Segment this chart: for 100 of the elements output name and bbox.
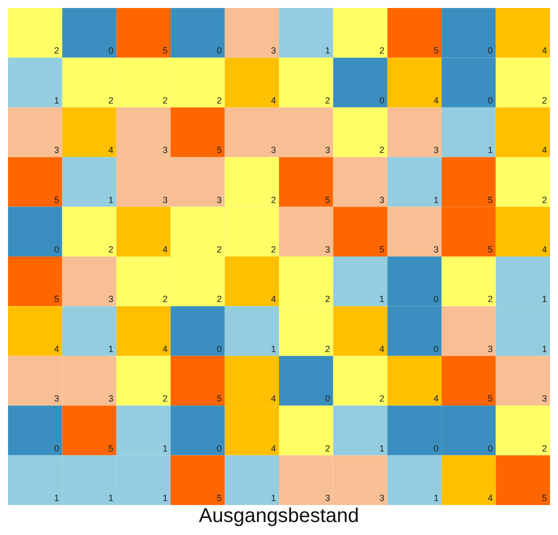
- data-label: 4: [488, 493, 493, 503]
- data-label: 2: [542, 443, 547, 454]
- data-label: 3: [434, 145, 439, 156]
- data-label: 5: [162, 46, 168, 56]
- data-label: 2: [270, 244, 276, 254]
- data-label: 1: [434, 493, 439, 503]
- data-label: 3: [325, 244, 330, 254]
- data-label: 5: [542, 493, 547, 503]
- data-label: 5: [434, 46, 439, 56]
- data-label: 1: [488, 145, 493, 156]
- data-label: 3: [270, 145, 276, 156]
- data-label: 2: [488, 294, 493, 304]
- data-label: 1: [108, 344, 114, 354]
- data-label: 1: [542, 344, 547, 354]
- data-label: 1: [162, 493, 168, 503]
- data-label: 4: [162, 344, 168, 354]
- data-label: 2: [542, 95, 547, 106]
- data-label: 5: [488, 244, 493, 254]
- data-label: 3: [162, 145, 168, 156]
- data-label: 1: [108, 493, 114, 503]
- data-label: 5: [488, 194, 493, 205]
- data-label: 2: [325, 95, 330, 106]
- data-label: 2: [162, 394, 168, 404]
- data-label: 2: [542, 194, 547, 205]
- data-label: 0: [434, 344, 439, 354]
- data-label: 3: [379, 194, 384, 205]
- data-label: 4: [542, 244, 547, 254]
- data-label: 3: [270, 46, 276, 56]
- data-label: 4: [434, 394, 439, 404]
- data-label: 0: [434, 443, 439, 454]
- data-label: 0: [216, 443, 222, 454]
- data-label: 3: [108, 294, 114, 304]
- data-label: 3: [54, 394, 60, 404]
- data-label: 0: [379, 95, 384, 106]
- data-label: 0: [325, 394, 330, 404]
- data-label: 1: [379, 294, 384, 304]
- data-label: 2: [216, 95, 222, 106]
- data-label: 2: [216, 244, 222, 254]
- data-label: 4: [54, 344, 60, 354]
- data-label: 3: [488, 344, 493, 354]
- data-label: 4: [108, 145, 114, 156]
- data-label: 4: [542, 46, 547, 56]
- data-label: 5: [216, 493, 222, 503]
- data-label: 5: [54, 194, 60, 205]
- data-label: 3: [434, 244, 439, 254]
- data-label: 2: [162, 294, 168, 304]
- data-label: 5: [216, 145, 222, 156]
- data-label: 5: [54, 294, 60, 304]
- data-label: 4: [162, 244, 168, 254]
- data-label: 2: [216, 294, 222, 304]
- data-label: 1: [542, 294, 547, 304]
- data-label: 4: [379, 344, 384, 354]
- data-label: 0: [108, 46, 114, 56]
- data-label: 4: [270, 294, 276, 304]
- data-label: 0: [488, 443, 493, 454]
- data-label: 3: [325, 493, 330, 503]
- data-label: 5: [488, 394, 493, 404]
- data-label: 0: [54, 443, 60, 454]
- data-label: 2: [54, 46, 60, 56]
- text: Ausgangsbestand: [198, 505, 360, 527]
- data-label: 3: [54, 145, 60, 156]
- data-label: 2: [108, 95, 114, 106]
- data-label: 1: [270, 344, 276, 354]
- data-label: 1: [54, 95, 60, 106]
- data-label: 4: [270, 443, 276, 454]
- data-label: 3: [216, 194, 222, 205]
- data-label: 0: [54, 244, 60, 254]
- data-label: 4: [270, 95, 276, 106]
- data-label: 2: [270, 194, 276, 205]
- data-label: 3: [379, 493, 384, 503]
- data-label: 1: [379, 443, 384, 454]
- data-label: 1: [54, 493, 60, 503]
- data-label: 5: [216, 394, 222, 404]
- data-label: 4: [434, 95, 439, 106]
- data-label: 3: [325, 145, 330, 156]
- data-label: 2: [325, 344, 330, 354]
- data-label: 3: [162, 194, 168, 205]
- data-label: 5: [379, 244, 384, 254]
- data-label: 1: [108, 194, 114, 205]
- data-label: 4: [542, 145, 547, 156]
- data-label: 4: [270, 394, 276, 404]
- data-label: 0: [216, 344, 222, 354]
- data-label: 2: [325, 294, 330, 304]
- data-label: 5: [325, 194, 330, 205]
- data-label: 2: [325, 443, 330, 454]
- data-label: 1: [162, 443, 168, 454]
- data-label: 1: [325, 46, 330, 56]
- data-label: 2: [108, 244, 114, 254]
- data-label: 2: [379, 46, 384, 56]
- data-label: 1: [434, 194, 439, 205]
- data-label: 0: [488, 95, 493, 106]
- data-label: 1: [270, 493, 276, 503]
- data-label: 0: [488, 46, 493, 56]
- data-label: 0: [216, 46, 222, 56]
- data-label: 0: [434, 294, 439, 304]
- data-label: 3: [542, 394, 547, 404]
- data-label: 2: [379, 394, 384, 404]
- data-label: 5: [108, 443, 114, 454]
- data-label: 3: [108, 394, 114, 404]
- data-label: 2: [379, 145, 384, 156]
